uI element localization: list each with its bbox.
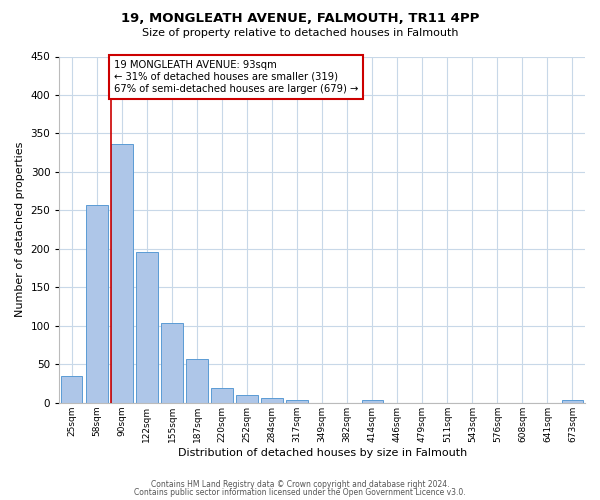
Bar bbox=[136, 252, 158, 403]
Text: Size of property relative to detached houses in Falmouth: Size of property relative to detached ho… bbox=[142, 28, 458, 38]
Bar bbox=[211, 388, 233, 403]
Bar bbox=[262, 398, 283, 403]
Bar bbox=[562, 400, 583, 403]
Bar bbox=[161, 323, 182, 403]
Text: Contains public sector information licensed under the Open Government Licence v3: Contains public sector information licen… bbox=[134, 488, 466, 497]
Bar bbox=[86, 205, 107, 403]
Text: 19, MONGLEATH AVENUE, FALMOUTH, TR11 4PP: 19, MONGLEATH AVENUE, FALMOUTH, TR11 4PP bbox=[121, 12, 479, 26]
Bar bbox=[111, 144, 133, 403]
Bar bbox=[286, 400, 308, 403]
Text: Contains HM Land Registry data © Crown copyright and database right 2024.: Contains HM Land Registry data © Crown c… bbox=[151, 480, 449, 489]
Bar bbox=[187, 359, 208, 403]
Bar bbox=[61, 376, 82, 403]
Bar bbox=[362, 400, 383, 403]
Bar bbox=[236, 395, 258, 403]
X-axis label: Distribution of detached houses by size in Falmouth: Distribution of detached houses by size … bbox=[178, 448, 467, 458]
Y-axis label: Number of detached properties: Number of detached properties bbox=[15, 142, 25, 318]
Text: 19 MONGLEATH AVENUE: 93sqm
← 31% of detached houses are smaller (319)
67% of sem: 19 MONGLEATH AVENUE: 93sqm ← 31% of deta… bbox=[114, 60, 358, 94]
